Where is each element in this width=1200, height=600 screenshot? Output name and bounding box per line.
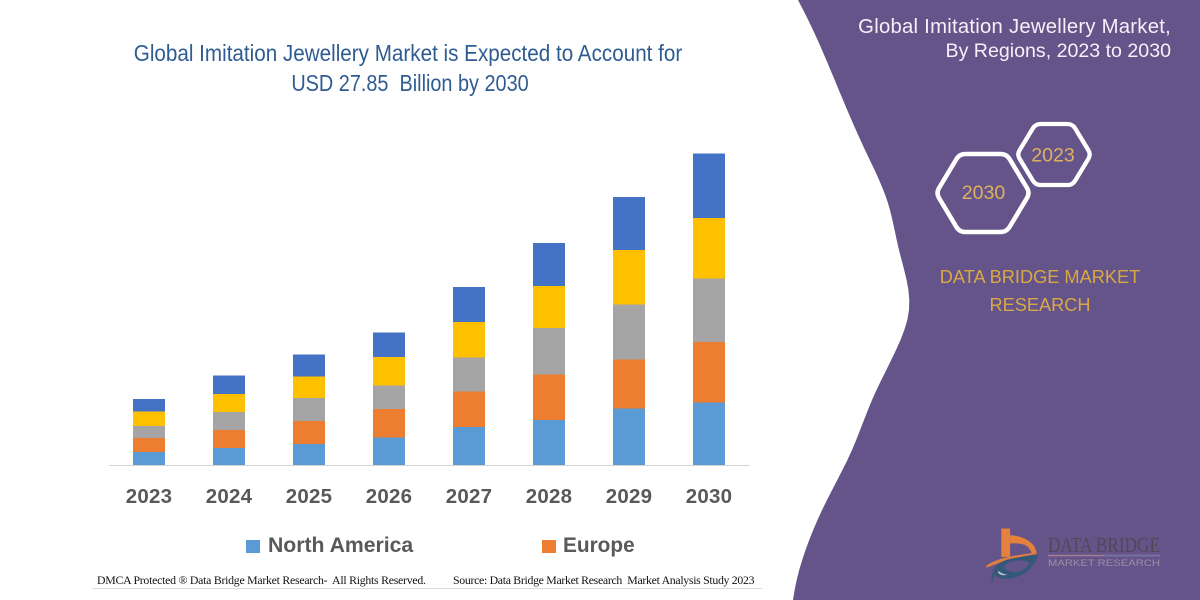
svg-text:2023: 2023 [1031,145,1075,167]
svg-text:MARKET RESEARCH: MARKET RESEARCH [1048,558,1160,569]
svg-text:DATA BRIDGE: DATA BRIDGE [1048,533,1160,557]
svg-text:2030: 2030 [962,182,1006,204]
